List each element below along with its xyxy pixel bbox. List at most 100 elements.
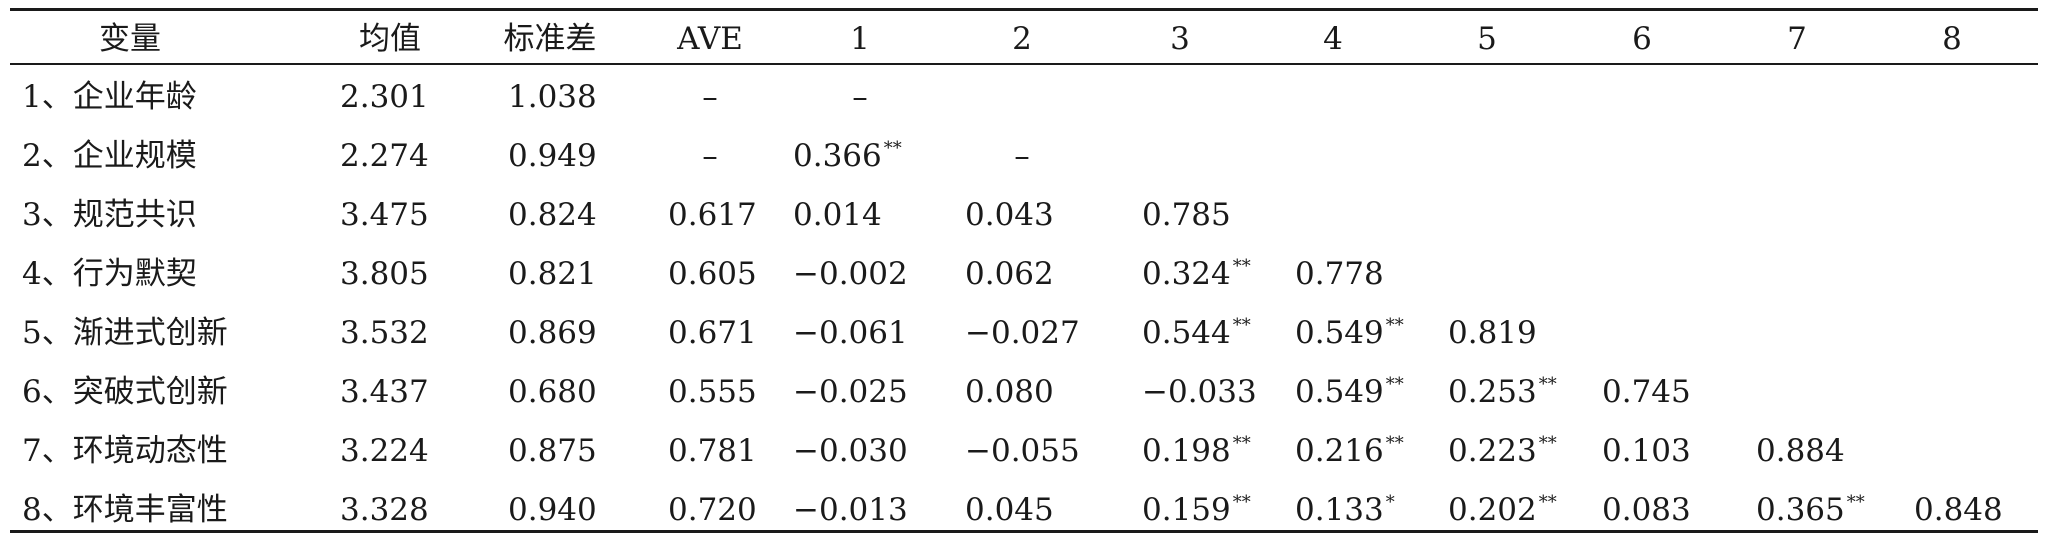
table-cell: 0.869 (508, 315, 597, 351)
header-cell: 1 (850, 21, 870, 57)
significance-marker: ** (1538, 492, 1557, 513)
significance-marker: ** (1232, 433, 1251, 454)
table-row: 5、渐进式创新 3.532 0.869 0.671 −0.061 −0.027 0.544 *… (10, 304, 2038, 363)
table-cell: 2.301 (340, 79, 429, 115)
row-label: 8、环境丰富性 (22, 492, 228, 528)
table-cell: 0.949 (508, 138, 597, 174)
table-cell: 0.014 (793, 197, 882, 233)
significance-marker: ** (1846, 492, 1865, 513)
header-cell: 4 (1323, 21, 1343, 57)
header-row: 变量 均值 标准差 AVE 1 2 3 4 5 6 7 8 (10, 8, 2038, 67)
table-cell: 0.781 (668, 433, 757, 469)
table-cell: 0.671 (668, 315, 757, 351)
table-cell: 0.043 (965, 197, 1054, 233)
significance-marker: ** (1385, 374, 1404, 395)
header-cell: 8 (1942, 21, 1962, 57)
table-cell: −0.013 (793, 492, 908, 528)
table-cell: 0.366 ** (793, 138, 902, 174)
header-cell: 7 (1787, 21, 1807, 57)
header-cell: 5 (1477, 21, 1497, 57)
table-cell: – (852, 79, 868, 115)
significance-marker: ** (1385, 433, 1404, 454)
table-cell: 0.365 ** (1756, 492, 1865, 528)
table-top-rule (10, 8, 2038, 11)
row-label: 6、突破式创新 (22, 374, 228, 410)
table-cell: 3.328 (340, 492, 429, 528)
table-cell: 0.549 ** (1295, 374, 1404, 410)
table-cell: 1.038 (508, 79, 597, 115)
table-cell: 0.103 (1602, 433, 1691, 469)
table-cell: 0.819 (1448, 315, 1537, 351)
significance-marker: ** (1538, 374, 1557, 395)
table-row: 8、环境丰富性 3.328 0.940 0.720 −0.013 0.045 0.159 **… (10, 481, 2038, 540)
table-cell: 0.216 ** (1295, 433, 1404, 469)
table-cell: – (702, 138, 718, 174)
significance-marker: ** (1232, 256, 1251, 277)
header-cell: AVE (677, 21, 743, 57)
table-row: 2、企业规模 2.274 0.949 – 0.366 ** – (10, 127, 2038, 186)
header-cell: 均值 (359, 21, 421, 57)
table-cell: −0.027 (965, 315, 1080, 351)
table-cell: 0.083 (1602, 492, 1691, 528)
table-bottom-rule (10, 530, 2038, 533)
significance-marker: ** (1538, 433, 1557, 454)
table-cell: −0.055 (965, 433, 1080, 469)
header-cell: 2 (1012, 21, 1032, 57)
significance-marker: ** (1385, 315, 1404, 336)
table-cell: 0.720 (668, 492, 757, 528)
table-row: 7、环境动态性 3.224 0.875 0.781 −0.030 −0.055 0.198 *… (10, 422, 2038, 481)
table-cell: 0.253 ** (1448, 374, 1557, 410)
header-cell: 3 (1170, 21, 1190, 57)
row-label: 5、渐进式创新 (22, 315, 228, 351)
table-cell: 0.875 (508, 433, 597, 469)
table-cell: −0.030 (793, 433, 908, 469)
table-cell: 0.940 (508, 492, 597, 528)
table-cell: −0.002 (793, 256, 908, 292)
table-cell: 3.532 (340, 315, 429, 351)
row-label: 1、企业年龄 (22, 79, 197, 115)
table-cell: −0.061 (793, 315, 908, 351)
table-cell: 0.159 ** (1142, 492, 1251, 528)
table-cell: 0.605 (668, 256, 757, 292)
table-cell: 3.475 (340, 197, 429, 233)
header-cell: 标准差 (503, 21, 597, 57)
table-cell: 0.778 (1295, 256, 1384, 292)
table-row: 3、规范共识 3.475 0.824 0.617 0.014 0.043 0.785 (10, 186, 2038, 245)
table-cell: 0.680 (508, 374, 597, 410)
table-header-rule (10, 63, 2038, 65)
table-cell: – (1014, 138, 1030, 174)
table-cell: 0.045 (965, 492, 1054, 528)
table-cell: 0.848 (1914, 492, 2003, 528)
row-label: 4、行为默契 (22, 256, 197, 292)
table-cell: 3.224 (340, 433, 429, 469)
table-cell: 0.324 ** (1142, 256, 1251, 292)
table-cell: 0.198 ** (1142, 433, 1251, 469)
table-cell: 0.223 ** (1448, 433, 1557, 469)
table-cell: 0.617 (668, 197, 757, 233)
table-cell: 0.824 (508, 197, 597, 233)
table-cell: 0.555 (668, 374, 757, 410)
header-cell: 6 (1632, 21, 1652, 57)
table-cell: 0.785 (1142, 197, 1231, 233)
table-cell: −0.033 (1142, 374, 1257, 410)
table-row: 6、突破式创新 3.437 0.680 0.555 −0.025 0.080 −0.033 0… (10, 363, 2038, 422)
table-cell: 3.437 (340, 374, 429, 410)
table-cell: 0.884 (1756, 433, 1845, 469)
significance-marker: ** (1232, 492, 1251, 513)
table-row: 4、行为默契 3.805 0.821 0.605 −0.002 0.062 0.324 ** 0… (10, 245, 2038, 304)
table-cell: 0.202 ** (1448, 492, 1557, 528)
significance-marker: * (1385, 492, 1395, 513)
row-label: 7、环境动态性 (22, 433, 228, 469)
table-cell: −0.025 (793, 374, 908, 410)
table-cell: 0.062 (965, 256, 1054, 292)
table-cell: 0.133 * (1295, 492, 1395, 528)
table-cell: 3.805 (340, 256, 429, 292)
row-label: 2、企业规模 (22, 138, 197, 174)
table-cell: 0.745 (1602, 374, 1691, 410)
table-row: 1、企业年龄 2.301 1.038 – – (10, 68, 2038, 127)
row-label: 3、规范共识 (22, 197, 197, 233)
table-cell: 0.549 ** (1295, 315, 1404, 351)
table-cell: 0.821 (508, 256, 597, 292)
significance-marker: ** (1232, 315, 1251, 336)
table-cell: 0.544 ** (1142, 315, 1251, 351)
